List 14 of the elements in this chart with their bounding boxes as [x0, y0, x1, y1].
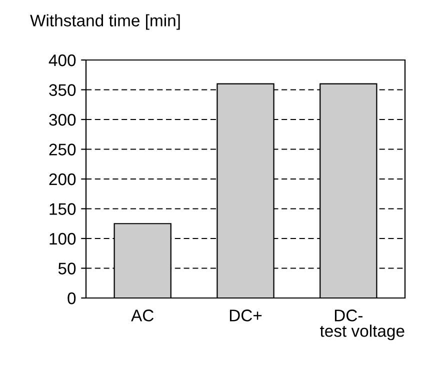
x-axis-title: test voltage	[320, 324, 404, 340]
y-tick-label: 50	[58, 262, 76, 274]
y-tick-label: 400	[48, 54, 76, 66]
y-tick-label: 250	[49, 144, 76, 156]
y-tick-label: 200	[49, 173, 76, 186]
x-tick-label: DC+	[230, 310, 262, 322]
y-tick-label: 350	[49, 84, 76, 96]
y-tick-label: 300	[49, 114, 76, 126]
x-tick-label: DC-	[334, 310, 362, 322]
x-tick-label: AC	[131, 310, 154, 322]
y-tick-label: 150	[50, 203, 76, 215]
y-tick-label: 0	[68, 292, 76, 304]
y-tick-label: 100	[50, 232, 76, 245]
chart-title: Withstand time [min]	[30, 14, 180, 30]
